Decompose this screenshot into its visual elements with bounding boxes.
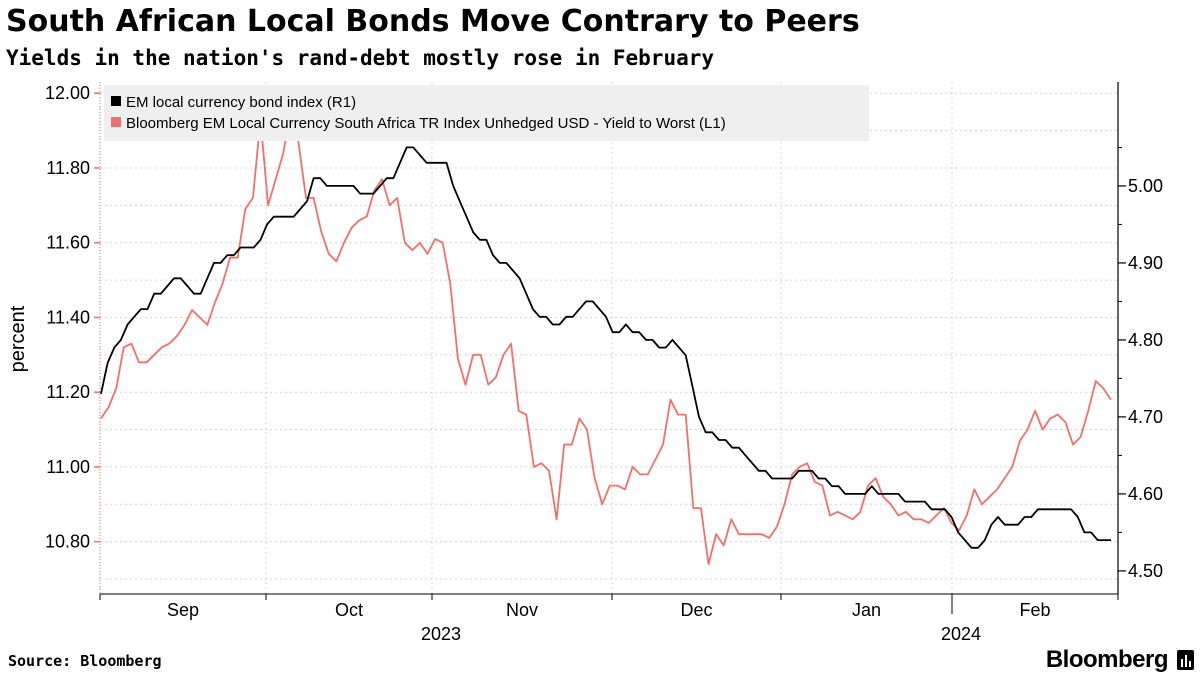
bloomberg-logo-icon xyxy=(1177,650,1194,670)
source-note: Source: Bloomberg xyxy=(8,652,162,670)
axes: 12.00 11.80 11.60 11.40 11.20 11.00 10.80 5.00 4… xyxy=(45,82,1163,644)
right-tick-label: 4.60 xyxy=(1128,484,1163,504)
left-tick-label: 11.00 xyxy=(46,457,90,477)
right-tick-label: 4.70 xyxy=(1128,407,1163,427)
x-year-label: 2024 xyxy=(941,624,981,644)
bloomberg-logo: Bloomberg xyxy=(1045,646,1169,673)
legend: EM local currency bond index (R1) Bloomb… xyxy=(104,85,869,141)
left-tick-label: 11.40 xyxy=(46,307,90,327)
right-tick-label: 4.50 xyxy=(1128,561,1163,581)
left-tick-label: 11.60 xyxy=(46,233,90,253)
legend-label-sa: Bloomberg EM Local Currency South Africa… xyxy=(126,115,726,132)
legend-label-em: EM local currency bond index (R1) xyxy=(126,94,356,111)
left-tick-label: 12.00 xyxy=(45,83,90,103)
left-tick-label: 10.80 xyxy=(45,532,90,552)
series-line-south-africa xyxy=(100,111,1112,565)
legend-swatch-em xyxy=(111,96,121,106)
legend-swatch-sa xyxy=(111,117,121,127)
x-tick-label: Jan xyxy=(852,600,881,620)
x-tick-label: Feb xyxy=(1019,600,1050,620)
right-tick-label: 4.90 xyxy=(1128,253,1163,273)
left-tick-label: 11.80 xyxy=(46,158,90,178)
right-tick-label: 5.00 xyxy=(1128,176,1163,196)
chart-title: South African Local Bonds Move Contrary … xyxy=(6,4,860,39)
x-tick-label: Oct xyxy=(335,600,363,620)
y-axis-label-left: percent xyxy=(7,305,29,372)
series-line-em-index xyxy=(100,146,1111,549)
right-tick-label: 4.80 xyxy=(1128,330,1163,350)
x-year-label: 2023 xyxy=(421,624,461,644)
left-tick-label: 11.20 xyxy=(46,382,90,402)
x-tick-label: Nov xyxy=(506,600,538,620)
x-tick-label: Dec xyxy=(680,600,712,620)
chart-subtitle: Yields in the nation's rand-debt mostly … xyxy=(6,46,715,70)
series-group xyxy=(100,111,1112,565)
legend-background xyxy=(104,85,869,141)
x-tick-label: Sep xyxy=(167,600,199,620)
